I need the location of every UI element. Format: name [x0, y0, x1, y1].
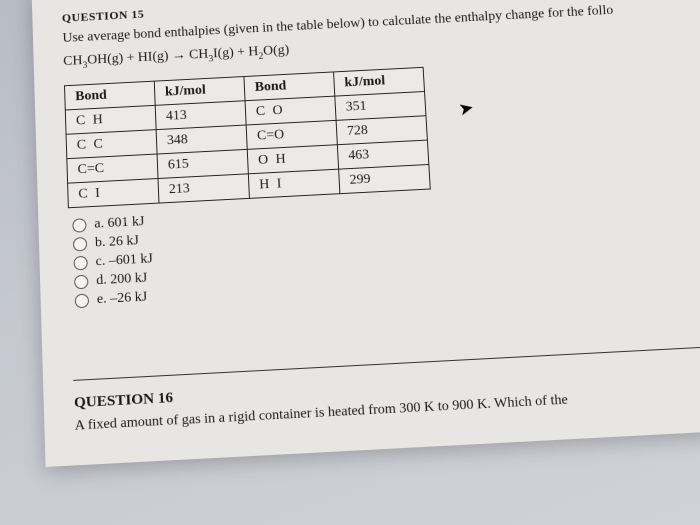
- radio-icon[interactable]: [72, 218, 86, 233]
- answer-label: b. 26 kJ: [95, 233, 139, 251]
- table-cell: 299: [339, 164, 431, 193]
- answer-label: a. 601 kJ: [94, 214, 145, 232]
- radio-icon[interactable]: [75, 293, 89, 308]
- answer-label: c. –601 kJ: [95, 251, 153, 270]
- table-cell: C I: [68, 178, 159, 207]
- radio-icon[interactable]: [73, 237, 87, 252]
- answer-label: d. 200 kJ: [96, 270, 148, 289]
- answer-label: e. –26 kJ: [97, 289, 148, 308]
- table-cell: H I: [248, 169, 340, 198]
- bond-enthalpy-table: Bond kJ/mol Bond kJ/mol C H413C O351C C3…: [64, 67, 431, 208]
- radio-icon[interactable]: [74, 274, 88, 289]
- radio-icon[interactable]: [73, 256, 87, 271]
- table-cell: 213: [158, 174, 249, 203]
